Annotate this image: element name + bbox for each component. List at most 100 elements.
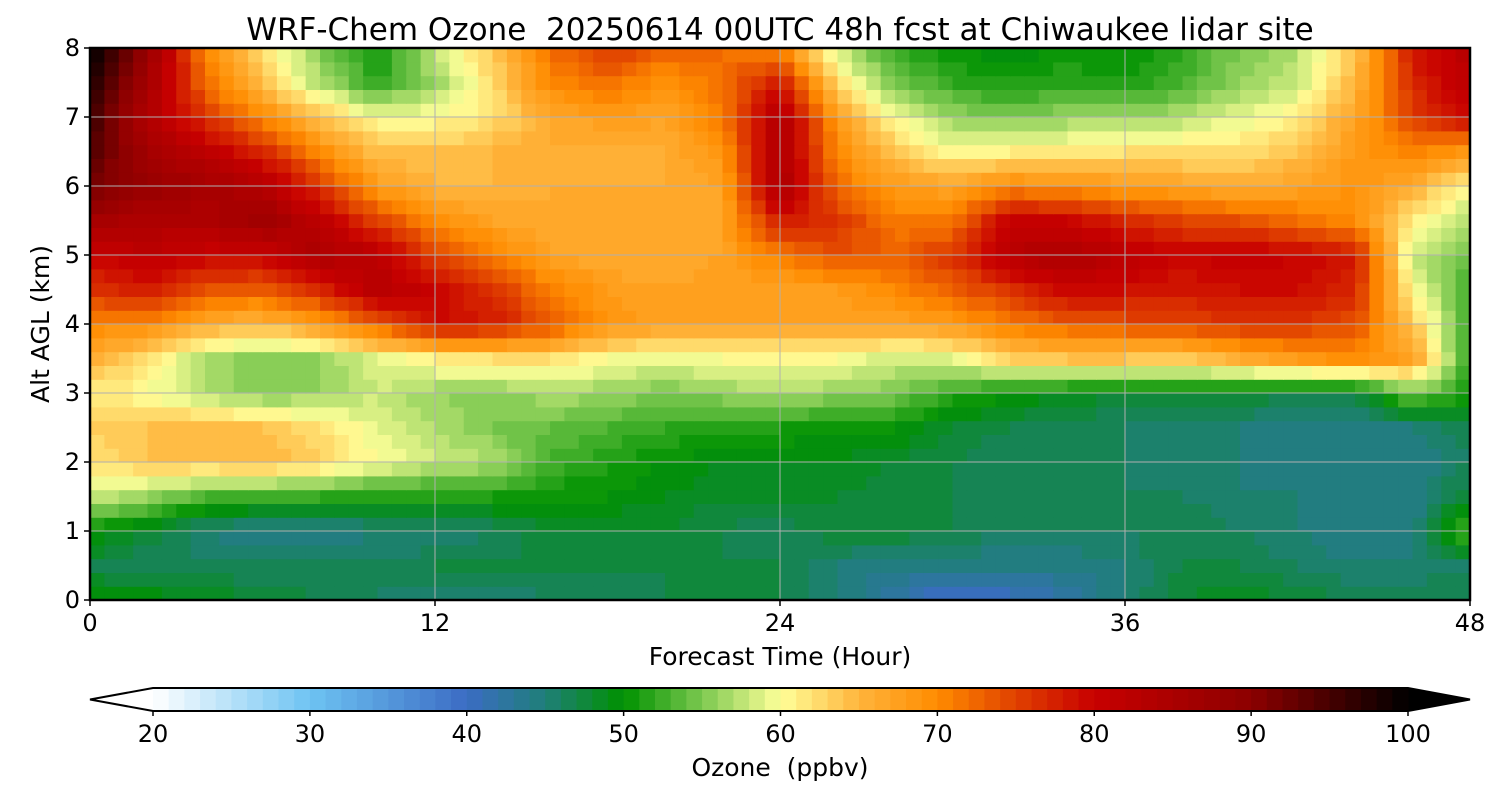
heatmap-cell [650, 393, 666, 408]
heatmap-cell [492, 199, 508, 215]
heatmap-cell [851, 393, 867, 408]
heatmap-cell [1211, 337, 1227, 353]
heatmap-cell [1441, 558, 1457, 573]
heatmap-cell [363, 393, 379, 408]
heatmap-cell [1010, 572, 1025, 587]
heatmap-cell [1369, 75, 1385, 90]
heatmap-cell [679, 103, 695, 118]
heatmap-cell [866, 324, 882, 339]
heatmap-cell [161, 89, 177, 104]
colorbar-swatch [1392, 688, 1409, 711]
heatmap-cell [478, 379, 494, 394]
heatmap-cell [1053, 586, 1069, 600]
heatmap-cell [449, 337, 465, 353]
heatmap-cell [650, 434, 666, 449]
heatmap-cell [1311, 241, 1327, 256]
heatmap-cell [1340, 213, 1356, 228]
heatmap-cell [190, 186, 206, 201]
heatmap-cell [205, 117, 220, 132]
heatmap-cell [593, 379, 609, 394]
heatmap-cell [1355, 130, 1370, 146]
heatmap-cell [966, 268, 982, 284]
heatmap-cell [391, 586, 407, 600]
heatmap-cell [650, 268, 666, 284]
heatmap-cell [1412, 172, 1428, 187]
heatmap-cell [794, 117, 810, 132]
heatmap-cell [1038, 448, 1054, 463]
heatmap-cell [1125, 324, 1140, 339]
heatmap-cell [305, 420, 321, 435]
heatmap-cell [133, 103, 149, 118]
heatmap-cell [564, 186, 580, 201]
heatmap-cell [1426, 558, 1442, 573]
heatmap-cell [377, 282, 393, 297]
heatmap-cell [1355, 337, 1370, 353]
heatmap-cell [1340, 296, 1356, 311]
heatmap-cell [291, 406, 307, 422]
heatmap-cell [248, 310, 264, 325]
heatmap-cell [377, 130, 393, 146]
heatmap-cell [276, 448, 292, 463]
heatmap-cell [880, 586, 896, 600]
heatmap-cell [765, 103, 781, 118]
heatmap-cell [406, 503, 422, 518]
heatmap-cell [363, 351, 379, 366]
heatmap-cell [995, 117, 1011, 132]
heatmap-cell [1311, 572, 1327, 587]
heatmap-cell [751, 255, 767, 270]
heatmap-cell [1038, 158, 1054, 173]
heatmap-cell [1240, 544, 1255, 560]
heatmap-cell [118, 268, 134, 284]
heatmap-cell [1024, 130, 1040, 146]
heatmap-cell [478, 227, 494, 242]
heatmap-cell [966, 434, 982, 449]
heatmap-cell [406, 544, 422, 560]
heatmap-cell [348, 324, 364, 339]
heatmap-cell [751, 406, 767, 422]
heatmap-cell [923, 172, 939, 187]
heatmap-cell [938, 61, 954, 77]
heatmap-cell [492, 89, 508, 104]
heatmap-cell [276, 351, 292, 366]
heatmap-cell [751, 544, 767, 560]
heatmap-cell [506, 406, 522, 422]
heatmap-cell [1369, 268, 1385, 284]
heatmap-cell [449, 558, 465, 573]
heatmap-cell [1441, 393, 1457, 408]
heatmap-cell [880, 241, 896, 256]
heatmap-cell [262, 61, 278, 77]
heatmap-cell [693, 117, 709, 132]
heatmap-cell [722, 241, 738, 256]
heatmap-cell [1081, 296, 1097, 311]
heatmap-cell [133, 558, 149, 573]
heatmap-cell [1254, 544, 1270, 560]
heatmap-cell [233, 586, 249, 600]
heatmap-cell [1024, 572, 1040, 587]
heatmap-cell [1441, 268, 1457, 284]
heatmap-cell [1455, 517, 1470, 532]
heatmap-cell [262, 517, 278, 532]
heatmap-cell [492, 351, 508, 366]
heatmap-cell [650, 337, 666, 353]
heatmap-cell [995, 489, 1011, 504]
heatmap-cell [1153, 61, 1169, 77]
heatmap-cell [205, 158, 220, 173]
heatmap-cell [1311, 324, 1327, 339]
heatmap-cell [607, 517, 623, 532]
heatmap-cell [334, 324, 350, 339]
heatmap-cell [1010, 517, 1025, 532]
heatmap-cell [880, 75, 896, 90]
heatmap-cell [808, 351, 824, 366]
heatmap-cell [161, 296, 177, 311]
heatmap-cell [291, 393, 307, 408]
heatmap-cell [535, 365, 551, 380]
heatmap-cell [1455, 130, 1470, 146]
heatmap-cell [938, 531, 954, 546]
heatmap-cell [823, 489, 839, 504]
heatmap-cell [1268, 296, 1284, 311]
heatmap-cell [736, 420, 752, 435]
heatmap-cell [1441, 186, 1457, 201]
heatmap-cell [377, 213, 393, 228]
heatmap-cell [406, 103, 422, 118]
heatmap-cell [161, 48, 177, 63]
